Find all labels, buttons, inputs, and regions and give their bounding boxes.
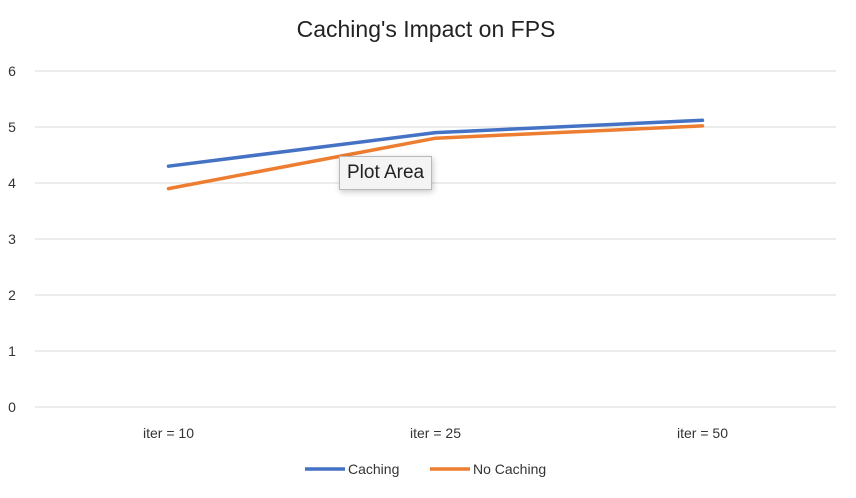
y-tick-label: 1	[8, 343, 16, 359]
x-tick-label: iter = 50	[677, 425, 728, 441]
y-tick-label: 3	[8, 231, 16, 247]
legend-label: Caching	[348, 461, 399, 477]
y-tick-label: 6	[8, 63, 16, 79]
gridlines	[35, 70, 836, 408]
x-axis-ticks: iter = 10 iter = 25 iter = 50	[143, 425, 728, 441]
chart-title: Caching's Impact on FPS	[297, 16, 556, 42]
y-tick-label: 4	[8, 175, 16, 191]
plot-area-tooltip: Plot Area	[339, 156, 433, 190]
y-tick-label: 5	[8, 119, 16, 135]
legend-label: No Caching	[473, 461, 546, 477]
legend: Caching No Caching	[305, 461, 546, 477]
series	[166, 118, 705, 191]
x-tick-label: iter = 25	[410, 425, 461, 441]
y-tick-label: 2	[8, 287, 16, 303]
x-tick-label: iter = 10	[143, 425, 194, 441]
y-tick-label: 0	[8, 399, 16, 415]
y-axis-ticks: 0 1 2 3 4 5 6	[8, 63, 16, 415]
